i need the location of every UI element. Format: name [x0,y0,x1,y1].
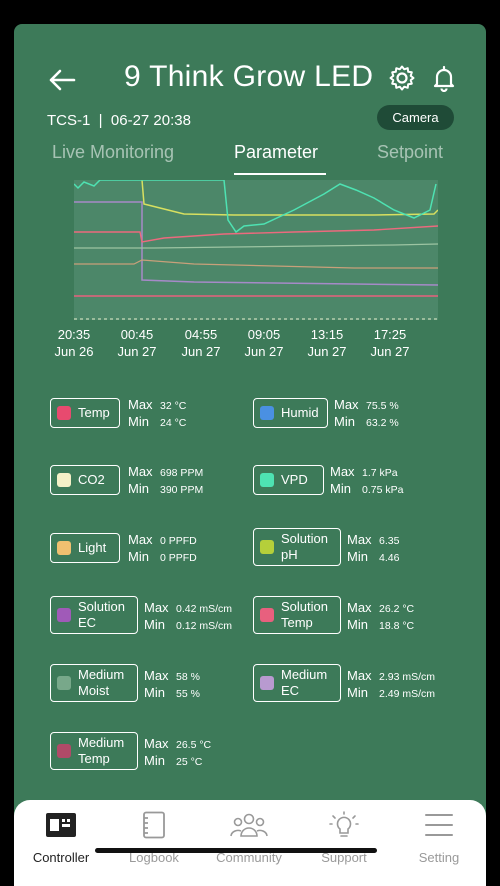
active-tab-indicator [234,173,326,175]
swatch [57,473,71,487]
nav-controller[interactable]: Controller [16,810,106,865]
history-chart[interactable] [74,180,438,320]
series-line-purple [74,201,438,286]
tab-live-monitoring[interactable]: Live Monitoring [52,142,175,162]
series-line-humid [74,259,438,269]
legend-light[interactable]: Light [50,533,120,563]
plot-area [74,180,438,320]
swatch [57,406,71,420]
swatch [260,473,274,487]
x-tick-4: 13:15 Jun 27 [307,327,347,359]
legend-co2[interactable]: CO2 [50,465,120,495]
page-title: 9 Think Grow LED [124,60,374,93]
menu-icon [425,814,453,836]
bell-icon [433,65,455,93]
legend-medium-temp-range: Max 26.5 °C Min 25 °C [144,736,212,768]
legend-co2-range: Max 698 PPM Min 390 PPM [128,464,204,496]
header: 9 Think Grow LED [14,60,486,100]
home-indicator[interactable] [95,848,377,853]
controller-icon [46,813,76,837]
legend-vpd[interactable]: VPD [253,465,324,495]
legend-solution-ph-range: Max 6.35 Min 4.46 [347,532,400,564]
legend-medium-ec-range: Max 2.93 mS/cm Min 2.49 mS/cm [347,668,436,700]
legend-solution-ph[interactable]: Solution pH [253,528,341,566]
legend-solution-temp[interactable]: Solution Temp [253,596,341,634]
legend-medium-moist[interactable]: Medium Moist [50,664,138,702]
series-line-moist [74,243,438,249]
x-tick-0: 20:35 Jun 26 [54,327,94,359]
swatch [260,406,274,420]
tab-setpoint[interactable]: Setpoint [377,142,444,162]
series-line-vpd [74,180,437,234]
x-tick-5: 17:25 Jun 27 [370,327,410,359]
swatch [57,676,71,690]
camera-button[interactable]: Camera [377,105,454,130]
nav-support[interactable]: Support [299,810,389,865]
x-tick-1: 00:45 Jun 27 [117,327,157,359]
legend-medium-moist-range: Max 58 % Min 55 % [144,668,200,700]
legend-humid-range: Max 75.5 % Min 63.2 % [334,397,399,429]
swatch [57,744,71,758]
logbook-icon [143,811,165,839]
swatch [260,608,274,622]
settings-button[interactable] [388,64,418,94]
tab-parameter[interactable]: Parameter [234,142,319,162]
series-line-yellow [141,180,438,216]
x-tick-2: 04:55 Jun 27 [181,327,221,359]
legend-medium-ec[interactable]: Medium EC [253,664,341,702]
nav-community[interactable]: Community [204,810,294,865]
swatch [57,608,71,622]
legend-temp-range: Max 32 °C Min 24 °C [128,397,187,429]
nav-logbook[interactable]: Logbook [109,810,199,865]
legend-solution-ec-range: Max 0.42 mS/cm Min 0.12 mS/cm [144,600,233,632]
legend-medium-temp[interactable]: Medium Temp [50,732,138,770]
lightbulb-icon [329,811,359,837]
nav-setting[interactable]: Setting [394,810,484,865]
back-button[interactable] [46,64,78,96]
legend-solution-ec[interactable]: Solution EC [50,596,138,634]
swatch [260,540,274,554]
series-line-temp [74,225,438,243]
gear-icon [389,65,415,91]
legend-solution-temp-range: Max 26.2 °C Min 18.8 °C [347,600,415,632]
community-icon [230,813,268,837]
device-info: TCS-1 | 06-27 20:38 [47,112,191,129]
legend-humid[interactable]: Humid [253,398,328,428]
notifications-button[interactable] [430,64,460,94]
arrow-left-icon [49,69,76,91]
legend-vpd-range: Max 1.7 kPa Min 0.75 kPa [330,464,404,496]
swatch [57,541,71,555]
swatch [260,676,274,690]
bottom-nav: Controller Logbook Community [14,800,486,886]
legend-temp[interactable]: Temp [50,398,120,428]
app-screen: 9 Think Grow LED TCS-1 | 06-27 20:38 Cam… [14,24,486,886]
tab-bar: Live Monitoring Parameter Setpoint [14,142,486,178]
legend-light-range: Max 0 PPFD Min 0 PPFD [128,532,197,564]
x-tick-3: 09:05 Jun 27 [244,327,284,359]
